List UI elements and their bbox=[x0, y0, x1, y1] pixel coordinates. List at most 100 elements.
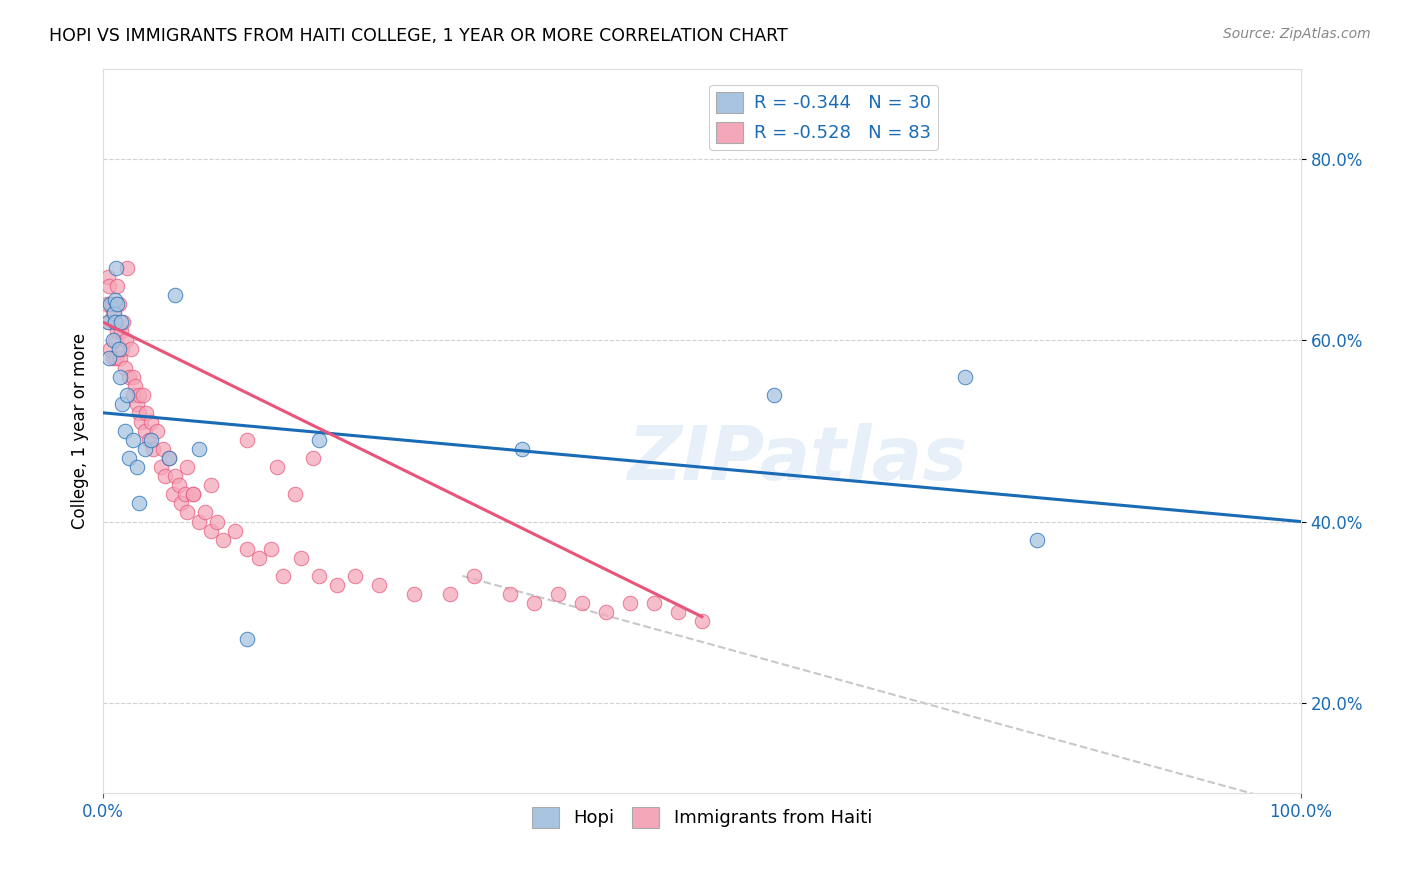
Point bbox=[301, 451, 323, 466]
Point bbox=[155, 469, 177, 483]
Point bbox=[131, 415, 153, 429]
Point bbox=[108, 351, 131, 366]
Point bbox=[619, 596, 641, 610]
Point bbox=[104, 315, 127, 329]
Point bbox=[173, 487, 195, 501]
Point bbox=[134, 424, 156, 438]
Point bbox=[104, 293, 127, 307]
Point bbox=[236, 433, 259, 447]
Point bbox=[187, 442, 209, 456]
Point bbox=[157, 451, 180, 466]
Point bbox=[762, 387, 785, 401]
Point bbox=[105, 260, 128, 275]
Point bbox=[120, 343, 142, 357]
Point bbox=[163, 288, 186, 302]
Point bbox=[101, 334, 124, 348]
Point bbox=[666, 605, 689, 619]
Point bbox=[98, 343, 121, 357]
Text: ZIPatlas: ZIPatlas bbox=[627, 424, 967, 497]
Point bbox=[247, 550, 270, 565]
Point bbox=[115, 260, 138, 275]
Point bbox=[367, 578, 389, 592]
Point bbox=[162, 487, 184, 501]
Point bbox=[290, 550, 312, 565]
Point bbox=[124, 378, 146, 392]
Point bbox=[170, 496, 193, 510]
Point bbox=[571, 596, 593, 610]
Point bbox=[122, 387, 145, 401]
Point bbox=[98, 279, 121, 293]
Point bbox=[101, 351, 124, 366]
Point bbox=[118, 451, 141, 466]
Point bbox=[404, 587, 426, 601]
Point bbox=[110, 315, 132, 329]
Point bbox=[308, 433, 330, 447]
Point bbox=[439, 587, 461, 601]
Text: HOPI VS IMMIGRANTS FROM HAITI COLLEGE, 1 YEAR OR MORE CORRELATION CHART: HOPI VS IMMIGRANTS FROM HAITI COLLEGE, 1… bbox=[49, 27, 787, 45]
Point bbox=[284, 487, 307, 501]
Point bbox=[510, 442, 533, 456]
Point bbox=[142, 442, 165, 456]
Point bbox=[107, 343, 129, 357]
Point bbox=[260, 541, 283, 556]
Point bbox=[115, 334, 138, 348]
Point bbox=[115, 387, 138, 401]
Point bbox=[138, 433, 160, 447]
Point bbox=[236, 541, 259, 556]
Point bbox=[690, 614, 713, 628]
Point bbox=[107, 279, 129, 293]
Point bbox=[107, 297, 129, 311]
Point bbox=[96, 297, 118, 311]
Point bbox=[128, 496, 150, 510]
Point bbox=[105, 351, 128, 366]
Point bbox=[112, 315, 135, 329]
Point bbox=[187, 515, 209, 529]
Point bbox=[212, 533, 235, 547]
Point bbox=[104, 297, 127, 311]
Point bbox=[111, 397, 134, 411]
Point bbox=[98, 351, 121, 366]
Point bbox=[104, 334, 127, 348]
Point bbox=[200, 524, 222, 538]
Point bbox=[135, 406, 157, 420]
Point bbox=[176, 460, 198, 475]
Point bbox=[194, 506, 217, 520]
Point bbox=[271, 569, 294, 583]
Text: Source: ZipAtlas.com: Source: ZipAtlas.com bbox=[1223, 27, 1371, 41]
Point bbox=[200, 478, 222, 492]
Point bbox=[499, 587, 522, 601]
Point bbox=[110, 324, 132, 338]
Point bbox=[163, 469, 186, 483]
Point bbox=[125, 397, 148, 411]
Point bbox=[97, 315, 120, 329]
Point bbox=[224, 524, 246, 538]
Point bbox=[122, 369, 145, 384]
Point bbox=[643, 596, 665, 610]
Point bbox=[181, 487, 204, 501]
Point bbox=[131, 387, 153, 401]
Point bbox=[100, 297, 122, 311]
Point bbox=[108, 369, 131, 384]
Point bbox=[308, 569, 330, 583]
Point bbox=[101, 306, 124, 320]
Point bbox=[122, 433, 145, 447]
Point bbox=[98, 297, 121, 311]
Point bbox=[181, 487, 204, 501]
Point bbox=[107, 297, 129, 311]
Point bbox=[139, 415, 162, 429]
Point bbox=[118, 369, 141, 384]
Point bbox=[125, 460, 148, 475]
Point bbox=[114, 424, 136, 438]
Point bbox=[114, 360, 136, 375]
Point bbox=[205, 515, 228, 529]
Point bbox=[547, 587, 569, 601]
Point bbox=[134, 442, 156, 456]
Point bbox=[236, 632, 259, 647]
Y-axis label: College, 1 year or more: College, 1 year or more bbox=[72, 333, 89, 529]
Point bbox=[107, 324, 129, 338]
Point bbox=[325, 578, 347, 592]
Point bbox=[595, 605, 617, 619]
Point bbox=[167, 478, 190, 492]
Point bbox=[111, 343, 134, 357]
Point bbox=[149, 460, 172, 475]
